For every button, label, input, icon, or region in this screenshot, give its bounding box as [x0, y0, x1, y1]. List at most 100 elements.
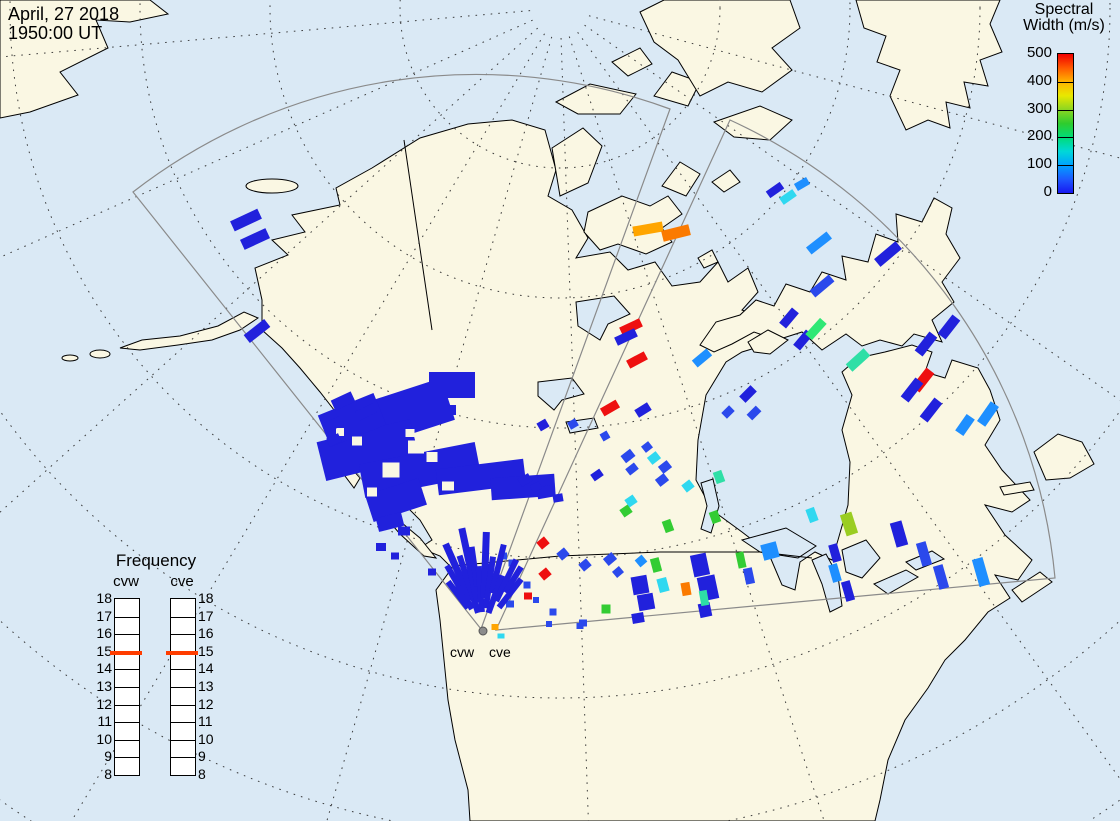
map-label-cve: cve — [489, 644, 511, 660]
echo-blob-gap — [382, 462, 400, 478]
radar-echo-cell — [661, 518, 675, 534]
radar-echo-cell — [626, 351, 648, 369]
frequency-tick — [115, 634, 139, 636]
radar-echo-cell — [977, 401, 999, 427]
radar-echo-cell — [915, 541, 933, 567]
radar-echo-cell — [376, 543, 386, 551]
baffin-island — [699, 197, 961, 353]
frequency-scale-label: 13 — [198, 678, 214, 694]
radar-echo-cell — [805, 231, 833, 255]
frequency-marker-cve — [166, 651, 198, 656]
king-william-island — [697, 249, 719, 269]
radar-echo-cell — [721, 405, 735, 419]
radar-echo-cell — [239, 228, 271, 250]
frequency-scale-label: 9 — [198, 748, 206, 765]
radar-echo-cell — [611, 566, 625, 578]
radar-echo-cell — [919, 397, 943, 423]
echo-blob-rect — [365, 478, 427, 522]
frequency-scale-label: 11 — [97, 713, 112, 730]
radar-echo-cell — [742, 567, 756, 585]
radar-echo-cell — [506, 600, 514, 608]
radar-echo-cell — [630, 574, 650, 596]
colorbar-tick — [1058, 109, 1073, 111]
frequency-column-cvw: cvw — [113, 573, 139, 590]
radar-echo-cell — [578, 558, 592, 572]
radar-echo-cell — [697, 601, 713, 619]
near-range-spike — [496, 577, 524, 610]
echo-blob-gap — [367, 487, 377, 497]
frequency-scale-label: 18 — [198, 590, 214, 606]
radar-echo-cell — [691, 348, 713, 368]
radar-echo-cell — [556, 547, 570, 561]
radar-echo-cell — [805, 506, 819, 524]
near-range-spike — [502, 565, 524, 594]
timestamp: April, 27 2018 1950:00 UT — [8, 5, 119, 43]
radar-echo-cell — [840, 580, 856, 602]
frequency-tick — [115, 669, 139, 671]
alaska-yukon-border — [403, 139, 433, 331]
radar-echo-cell — [230, 208, 262, 232]
landmasses — [0, 0, 1095, 821]
colorbar-tick-label: 100 — [1026, 155, 1052, 173]
coastline-mainland — [254, 119, 1033, 821]
anticosti-island — [999, 481, 1035, 496]
radar-echo-cell — [689, 552, 711, 578]
radar-echo-cell — [634, 554, 648, 568]
frequency-tick — [171, 687, 195, 688]
arctic-island — [611, 47, 653, 77]
newfoundland — [1033, 433, 1095, 481]
frequency-scale-label: 15 — [96, 642, 112, 659]
frequency-scale-label: 9 — [104, 748, 112, 765]
radar-echo-cells — [230, 177, 999, 639]
radar-echo-cell — [523, 581, 531, 589]
frequency-scale-label: 14 — [96, 660, 112, 677]
radar-echo-cell — [517, 473, 533, 487]
latitude-circle — [139, 0, 981, 429]
time-text: 1950:00 UT — [8, 23, 103, 43]
radar-echo-cell — [243, 319, 271, 343]
radar-echo-cell — [739, 385, 757, 403]
radar-echo-cell — [625, 462, 639, 476]
radar-echo-cell — [323, 415, 345, 433]
latitude-circle — [9, 0, 1111, 559]
radar-echo-cell — [590, 468, 604, 482]
radar-echo-cell — [552, 493, 564, 503]
near-range-spike — [445, 579, 471, 610]
frequency-scale-label: 15 — [198, 642, 214, 659]
frequency-tick — [171, 704, 195, 706]
radar-echo-cell — [624, 494, 638, 508]
radar-echo-cell — [874, 241, 902, 267]
near-range-spike — [493, 558, 520, 603]
melville-island — [554, 83, 637, 115]
radar-echo-cell — [661, 224, 691, 242]
radar-echo-cell — [497, 633, 505, 639]
echo-blob-rect — [375, 512, 405, 532]
colorbar-tick-label: 0 — [1043, 183, 1052, 200]
radar-echo-cell — [428, 568, 436, 576]
radar-echo-cell — [354, 403, 378, 421]
radar-echo-cell — [602, 552, 618, 566]
lake-erie — [872, 569, 920, 595]
radar-echo-cell — [779, 307, 799, 329]
radar-echo-cell — [391, 552, 399, 560]
radar-echo-cell — [330, 391, 356, 411]
near-range-spike — [482, 556, 496, 609]
radar-echo-cell — [524, 592, 532, 600]
radar-echo-cell — [636, 592, 656, 612]
spectral-width-colorbar — [1057, 53, 1074, 194]
frequency-marker-cvw — [110, 651, 142, 656]
latitude-circle — [399, 0, 721, 169]
radar-echo-cell — [654, 473, 670, 487]
frequency-scale-label: 17 — [96, 607, 112, 624]
prince-of-wales-island — [661, 161, 701, 197]
echo-blob-gap — [442, 481, 454, 491]
frequency-tick — [115, 739, 139, 741]
radar-echo-cell — [760, 541, 780, 561]
radar-echo-cell — [914, 331, 938, 357]
radar-echo-cell — [839, 511, 859, 537]
radar-echo-cell — [828, 543, 842, 563]
near-range-spike — [475, 565, 485, 613]
colorbar-tick-label: 200 — [1026, 127, 1052, 145]
colorbar-title-line1: Spectral — [1034, 1, 1094, 18]
frequency-panel-title: Frequency — [115, 551, 197, 570]
